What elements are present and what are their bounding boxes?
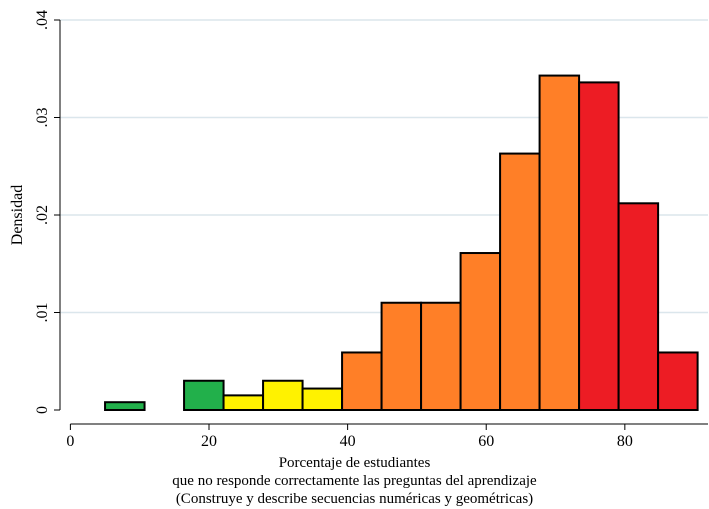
y-axis-ticks: 0 .01 .02 .03 .04 xyxy=(34,10,60,414)
histogram-bar-13 xyxy=(657,351,699,412)
histogram-bar-11 xyxy=(578,81,620,412)
histogram-bar-2 xyxy=(222,394,265,411)
y-tick-label-0: 0 xyxy=(34,406,51,414)
y-tick-label-2: .02 xyxy=(34,205,51,225)
histogram-bar-4 xyxy=(301,387,344,411)
histogram-bar-1 xyxy=(183,379,225,411)
x-tick-label-2: 40 xyxy=(340,433,356,450)
histogram-bar-8 xyxy=(459,252,502,411)
histogram-bar-6 xyxy=(380,301,423,411)
x-axis-label-line-2: que no responde correctamente las pregun… xyxy=(172,473,537,489)
x-axis-label-line-3: (Construye y describe secuencias numéric… xyxy=(175,491,534,507)
x-tick-label-1: 20 xyxy=(201,433,217,450)
y-axis-label: Densidad xyxy=(9,185,26,245)
x-tick-label-0: 0 xyxy=(66,433,74,450)
histogram-bars xyxy=(104,74,699,412)
histogram-bar-9 xyxy=(499,152,541,411)
histogram-bar-0 xyxy=(104,401,146,412)
x-axis-label-line-1: Porcentaje de estudiantes xyxy=(278,455,431,471)
histogram-bar-12 xyxy=(617,202,660,411)
x-tick-label-4: 80 xyxy=(617,433,633,450)
y-tick-label-4: .04 xyxy=(34,10,51,30)
x-axis-ticks: 0 20 40 60 80 xyxy=(66,424,633,450)
histogram-bar-5 xyxy=(341,351,383,412)
histogram-bar-7 xyxy=(420,301,462,411)
y-tick-label-1: .01 xyxy=(34,303,51,323)
histogram-bar-10 xyxy=(538,74,581,411)
y-tick-label-3: .03 xyxy=(34,108,51,128)
histogram-bar-3 xyxy=(262,379,304,411)
x-tick-label-3: 60 xyxy=(478,433,494,450)
